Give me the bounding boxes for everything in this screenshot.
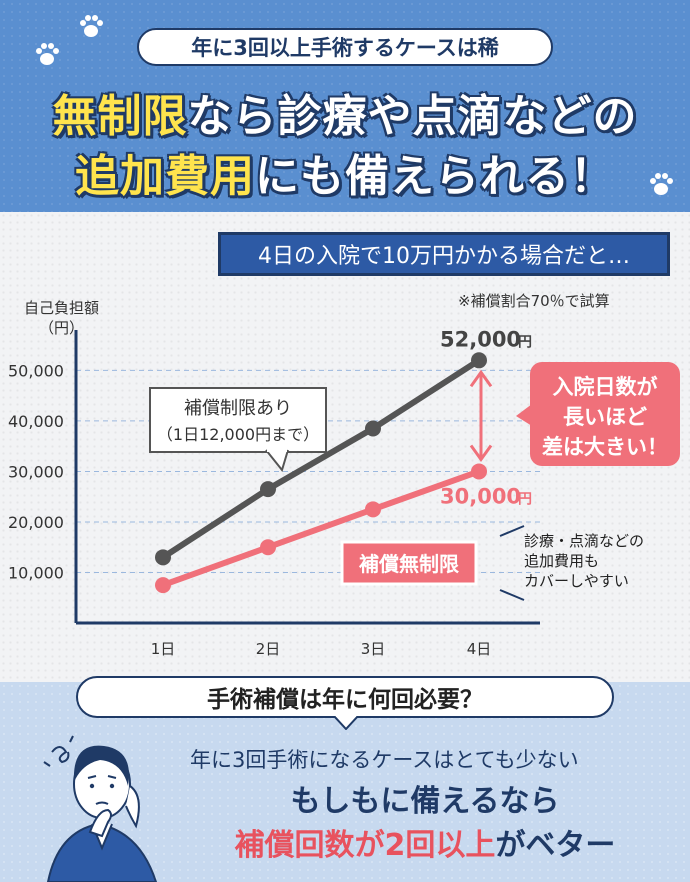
headline-line1: 無制限なら診療や点滴などの xyxy=(0,80,690,144)
end-label-bottom-unit: 円 xyxy=(518,491,532,507)
y-tick-label: 40,000 xyxy=(8,412,64,431)
data-point xyxy=(365,420,381,437)
paw-icon xyxy=(36,43,59,65)
callout-right-line: 長いほど xyxy=(563,405,647,429)
bottom-red-mid: が2回 xyxy=(354,828,436,863)
y-axis-label-line2: （円） xyxy=(39,319,85,337)
data-point xyxy=(365,501,381,518)
headline-rest-1: なら診療や点滴などの xyxy=(187,91,638,142)
x-tick-label: 3日 xyxy=(361,640,386,658)
x-tick-label: 2日 xyxy=(256,640,281,658)
end-label-top: 52,000 xyxy=(440,327,521,351)
y-tick-label: 50,000 xyxy=(8,361,64,380)
header-pill: 年に3回以上手術するケースは稀 xyxy=(137,28,553,66)
headline-highlight-1: 無制限 xyxy=(52,91,188,142)
bottom-end: がベター xyxy=(495,828,616,863)
series-label-unlimited: 補償無制限 xyxy=(358,552,459,576)
bottom-line2: もしもに備えるなら xyxy=(290,784,560,819)
annotation-line-top xyxy=(499,525,525,537)
callout-limited-tail xyxy=(265,449,289,473)
annotation-line: 診療・点滴などの xyxy=(524,532,644,550)
data-point xyxy=(471,463,487,480)
line-chart: 10,000 20,000 30,000 40,000 50,000 1日 2日 3日 4日 52… xyxy=(8,327,680,658)
end-label-bottom: 30,000 xyxy=(440,484,521,508)
callout-right-line: 差は大きい！ xyxy=(542,435,668,459)
end-label-top-unit: 円 xyxy=(518,334,532,350)
paw-icon xyxy=(650,173,673,195)
bottom-line3: 補償回数が2回以上がベター xyxy=(190,820,660,864)
question-bubble: 手術補償は年に何回必要？ xyxy=(76,676,614,718)
callout-limited-box xyxy=(149,387,327,453)
series-label-unlimited-box xyxy=(340,540,478,586)
header-section: 年に3回以上手術するケースは稀 無制限なら診療や点滴などの 追加費用にも備えられ… xyxy=(0,0,690,212)
diff-arrow-head-bottom xyxy=(469,444,493,463)
bottom-line1: 年に3回手術になるケースはとても少ない xyxy=(190,748,579,772)
callout-right-box xyxy=(530,362,680,466)
chart-banner: 4日の入院で10万円かかる場合だと… xyxy=(218,232,670,276)
data-point xyxy=(260,481,276,498)
y-tick-label: 30,000 xyxy=(8,462,64,481)
data-point xyxy=(155,577,171,594)
series-sublabel-limited: （1日12,000円まで） xyxy=(157,425,319,444)
calc-note: ※補償割合70％で試算 xyxy=(458,292,610,310)
y-axis-label: 自己負担額 （円） xyxy=(24,298,99,338)
headline-line2: 追加費用にも備えられる！ xyxy=(0,140,690,204)
bubble-tail xyxy=(334,716,358,730)
callout-right-tail xyxy=(516,404,532,426)
x-tick-label: 4日 xyxy=(467,640,492,658)
worried-person-illustration xyxy=(43,735,158,882)
y-tick-label: 10,000 xyxy=(8,563,64,582)
y-tick-label: 20,000 xyxy=(8,513,64,532)
annotation-line: カバーしやすい xyxy=(524,572,629,590)
annotation-line-bottom xyxy=(499,589,525,601)
data-point xyxy=(260,539,276,556)
diff-arrow-head-top xyxy=(469,369,493,388)
paw-icon xyxy=(80,15,103,37)
y-axis-label-line1: 自己負担額 xyxy=(24,299,100,317)
bottom-red-1: 補償回数 xyxy=(234,828,355,863)
callout-limited-tail-mask xyxy=(267,448,287,452)
data-point xyxy=(471,352,487,369)
series-label-limited: 補償制限あり xyxy=(184,398,292,419)
data-point xyxy=(155,549,171,566)
series-line-0 xyxy=(161,357,481,560)
headline-rest-2: にも備えられる！ xyxy=(255,151,615,202)
x-tick-label: 1日 xyxy=(151,640,176,658)
headline-highlight-2: 追加費用 xyxy=(75,151,255,202)
callout-right-line: 入院日数が xyxy=(553,375,658,399)
bottom-red-2: 以上 xyxy=(435,828,496,863)
annotation-line: 追加費用も xyxy=(524,552,599,570)
series-line-1 xyxy=(161,468,481,588)
